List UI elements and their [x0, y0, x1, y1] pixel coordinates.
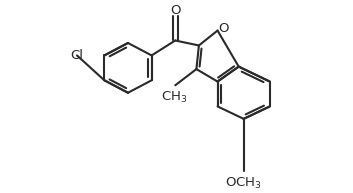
- Text: O: O: [170, 4, 180, 17]
- Text: Cl: Cl: [71, 49, 84, 62]
- Text: O: O: [218, 22, 228, 35]
- Text: CH$_3$: CH$_3$: [161, 90, 187, 105]
- Text: OCH$_3$: OCH$_3$: [225, 176, 262, 191]
